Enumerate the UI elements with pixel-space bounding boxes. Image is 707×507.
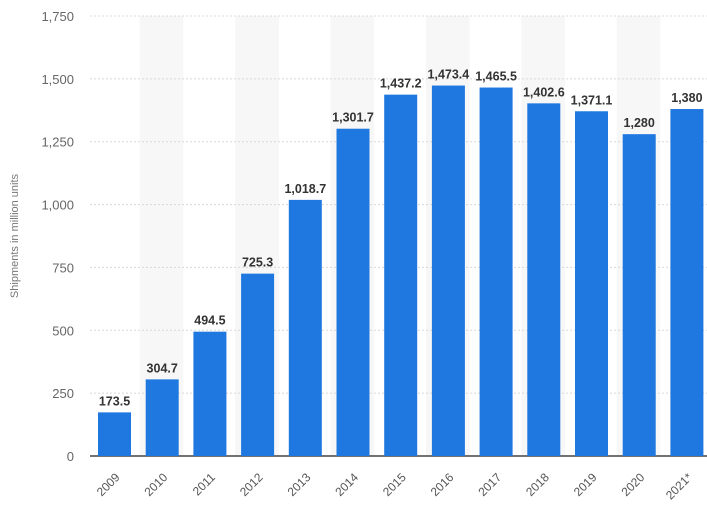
data-label: 1,280 [624, 116, 655, 130]
y-tick-label: 500 [52, 323, 74, 338]
x-tick-label: 2012 [237, 470, 266, 499]
y-tick-label: 1,750 [41, 9, 74, 24]
data-label: 1,437.2 [380, 77, 422, 91]
x-tick-label: 2021* [663, 470, 695, 502]
x-tick-label: 2018 [523, 470, 552, 499]
data-label: 725.3 [242, 256, 273, 270]
y-tick-label: 1,500 [41, 72, 74, 87]
y-tick-label: 250 [52, 386, 74, 401]
y-tick-label: 0 [67, 449, 74, 464]
bar-2014 [336, 128, 370, 456]
x-tick-label: 2020 [619, 470, 648, 499]
data-label: 1,018.7 [284, 182, 326, 196]
data-label: 1,380 [671, 91, 702, 105]
data-label: 1,402.6 [523, 85, 565, 99]
data-label: 1,473.4 [428, 68, 470, 82]
data-label: 173.5 [99, 394, 130, 408]
bar-2019 [575, 111, 608, 456]
data-label: 494.5 [194, 314, 225, 328]
bar-2011 [193, 331, 227, 456]
bar-2009 [98, 412, 131, 456]
x-tick-label: 2013 [285, 470, 314, 499]
x-tick-label: 2019 [571, 470, 600, 499]
x-tick-label: 2017 [475, 470, 504, 499]
x-tick-label: 2015 [380, 470, 409, 499]
y-tick-label: 750 [52, 260, 74, 275]
bar-2010 [145, 379, 179, 456]
bar-2020 [622, 134, 656, 456]
bar-2017 [479, 87, 513, 456]
bar-2013 [288, 199, 322, 456]
bar-2015 [384, 94, 418, 457]
y-axis-label: Shipments in million units [9, 173, 21, 298]
y-tick-label: 1,000 [41, 198, 74, 213]
data-label: 304.7 [147, 361, 178, 375]
x-tick-label: 2009 [94, 470, 123, 499]
x-tick-label: 2016 [428, 470, 457, 499]
x-tick-label: 2014 [332, 470, 361, 499]
data-label: 1,371.1 [571, 93, 613, 107]
x-tick-label: 2011 [190, 470, 218, 498]
data-label: 1,465.5 [475, 70, 517, 84]
data-label: 1,301.7 [332, 111, 374, 125]
bar-2016 [431, 85, 465, 457]
bar-2018 [527, 103, 561, 456]
bar-2012 [241, 273, 275, 456]
y-tick-label: 1,250 [41, 135, 74, 150]
x-tick-label: 2010 [142, 470, 171, 499]
bar-2021 [670, 109, 704, 457]
